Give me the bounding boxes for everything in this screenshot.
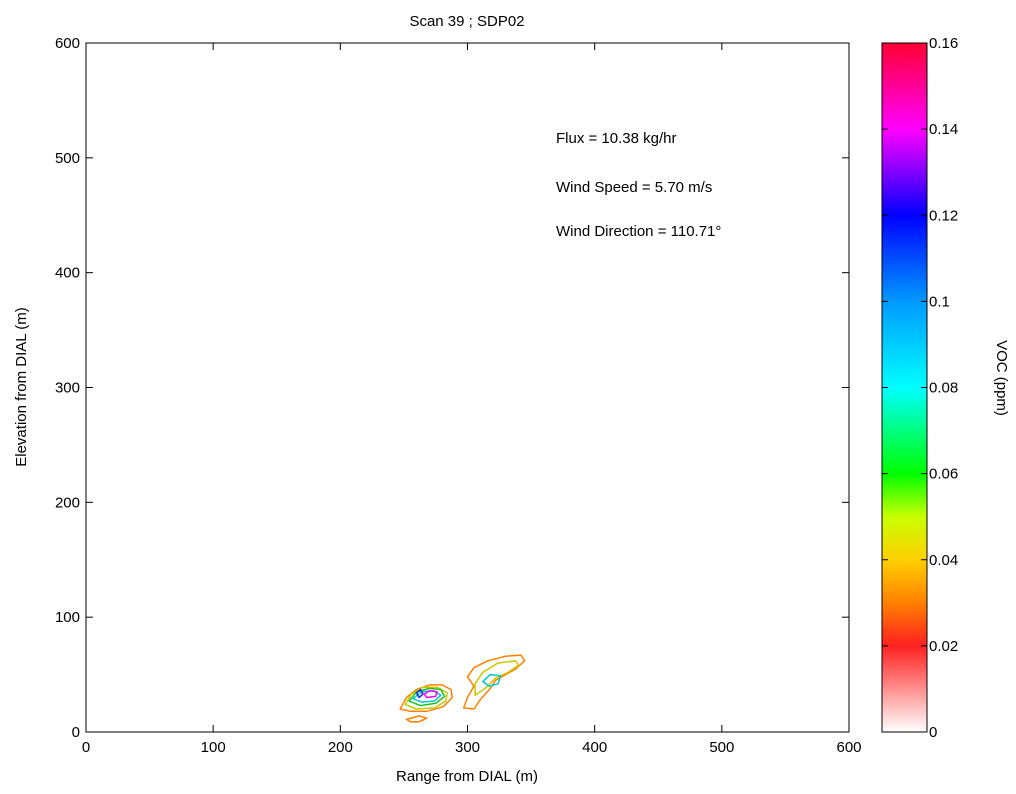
y-tick-label: 200: [55, 494, 80, 511]
colorbar-tick-label: 0: [929, 724, 937, 741]
colorbar-gradient: [881, 42, 928, 733]
wind-direction-annotation: Wind Direction = 110.71°: [556, 223, 721, 240]
contour-layer: [399, 654, 526, 723]
x-axis-ticks: 0 100 200 300 400 500 600: [82, 43, 862, 756]
y-tick-label: 100: [55, 609, 80, 626]
x-tick-label: 300: [455, 739, 480, 756]
plot-area: 0 100 200 300 400 500 600 0 100 200 300 400 500 600: [55, 35, 862, 756]
contour-line: [404, 686, 448, 710]
y-tick-label: 0: [72, 724, 80, 741]
colorbar-tick-label: 0.14: [929, 121, 958, 138]
x-tick-label: 200: [328, 739, 353, 756]
colorbar: 0 0.02 0.04 0.06 0.08 0.1 0.12 0.14 0.16: [881, 35, 958, 741]
colorbar-label: VOC (ppm): [993, 340, 1010, 416]
colorbar-tick-label: 0.16: [929, 35, 958, 52]
y-axis-ticks: 0 100 200 300 400 500 600: [55, 35, 849, 741]
plot-frame: [85, 42, 850, 733]
colorbar-tick-label: 0.08: [929, 380, 958, 397]
contour-line: [482, 673, 502, 687]
contour-line: [474, 660, 520, 697]
x-axis-label: Range from DIAL (m): [396, 768, 538, 785]
y-tick-label: 500: [55, 150, 80, 167]
x-tick-label: 0: [82, 739, 90, 756]
colorbar-tick-label: 0.04: [929, 552, 958, 569]
contour-line: [405, 715, 428, 723]
annotation-block: Flux = 10.38 kg/hr Wind Speed = 5.70 m/s…: [556, 130, 721, 240]
colorbar-tick-label: 0.12: [929, 207, 958, 224]
colorbar-tick-label: 0.06: [929, 466, 958, 483]
x-tick-label: 500: [709, 739, 734, 756]
contour-line: [423, 689, 438, 699]
x-tick-label: 400: [582, 739, 607, 756]
wind-speed-annotation: Wind Speed = 5.70 m/s: [556, 179, 712, 196]
contour-line: [415, 688, 424, 699]
chart-title: Scan 39 ; SDP02: [409, 13, 524, 30]
x-tick-label: 600: [836, 739, 861, 756]
colorbar-tick-label: 0.02: [929, 638, 958, 655]
x-tick-label: 100: [201, 739, 226, 756]
colorbar-ticks: 0 0.02 0.04 0.06 0.08 0.1 0.12 0.14 0.16: [882, 35, 958, 741]
contour-line: [399, 684, 453, 713]
y-axis-label: Elevation from DIAL (m): [13, 307, 30, 467]
y-tick-label: 400: [55, 265, 80, 282]
y-tick-label: 300: [55, 380, 80, 397]
flux-annotation: Flux = 10.38 kg/hr: [556, 130, 676, 147]
colorbar-tick-label: 0.1: [929, 293, 950, 310]
y-tick-label: 600: [55, 35, 80, 52]
